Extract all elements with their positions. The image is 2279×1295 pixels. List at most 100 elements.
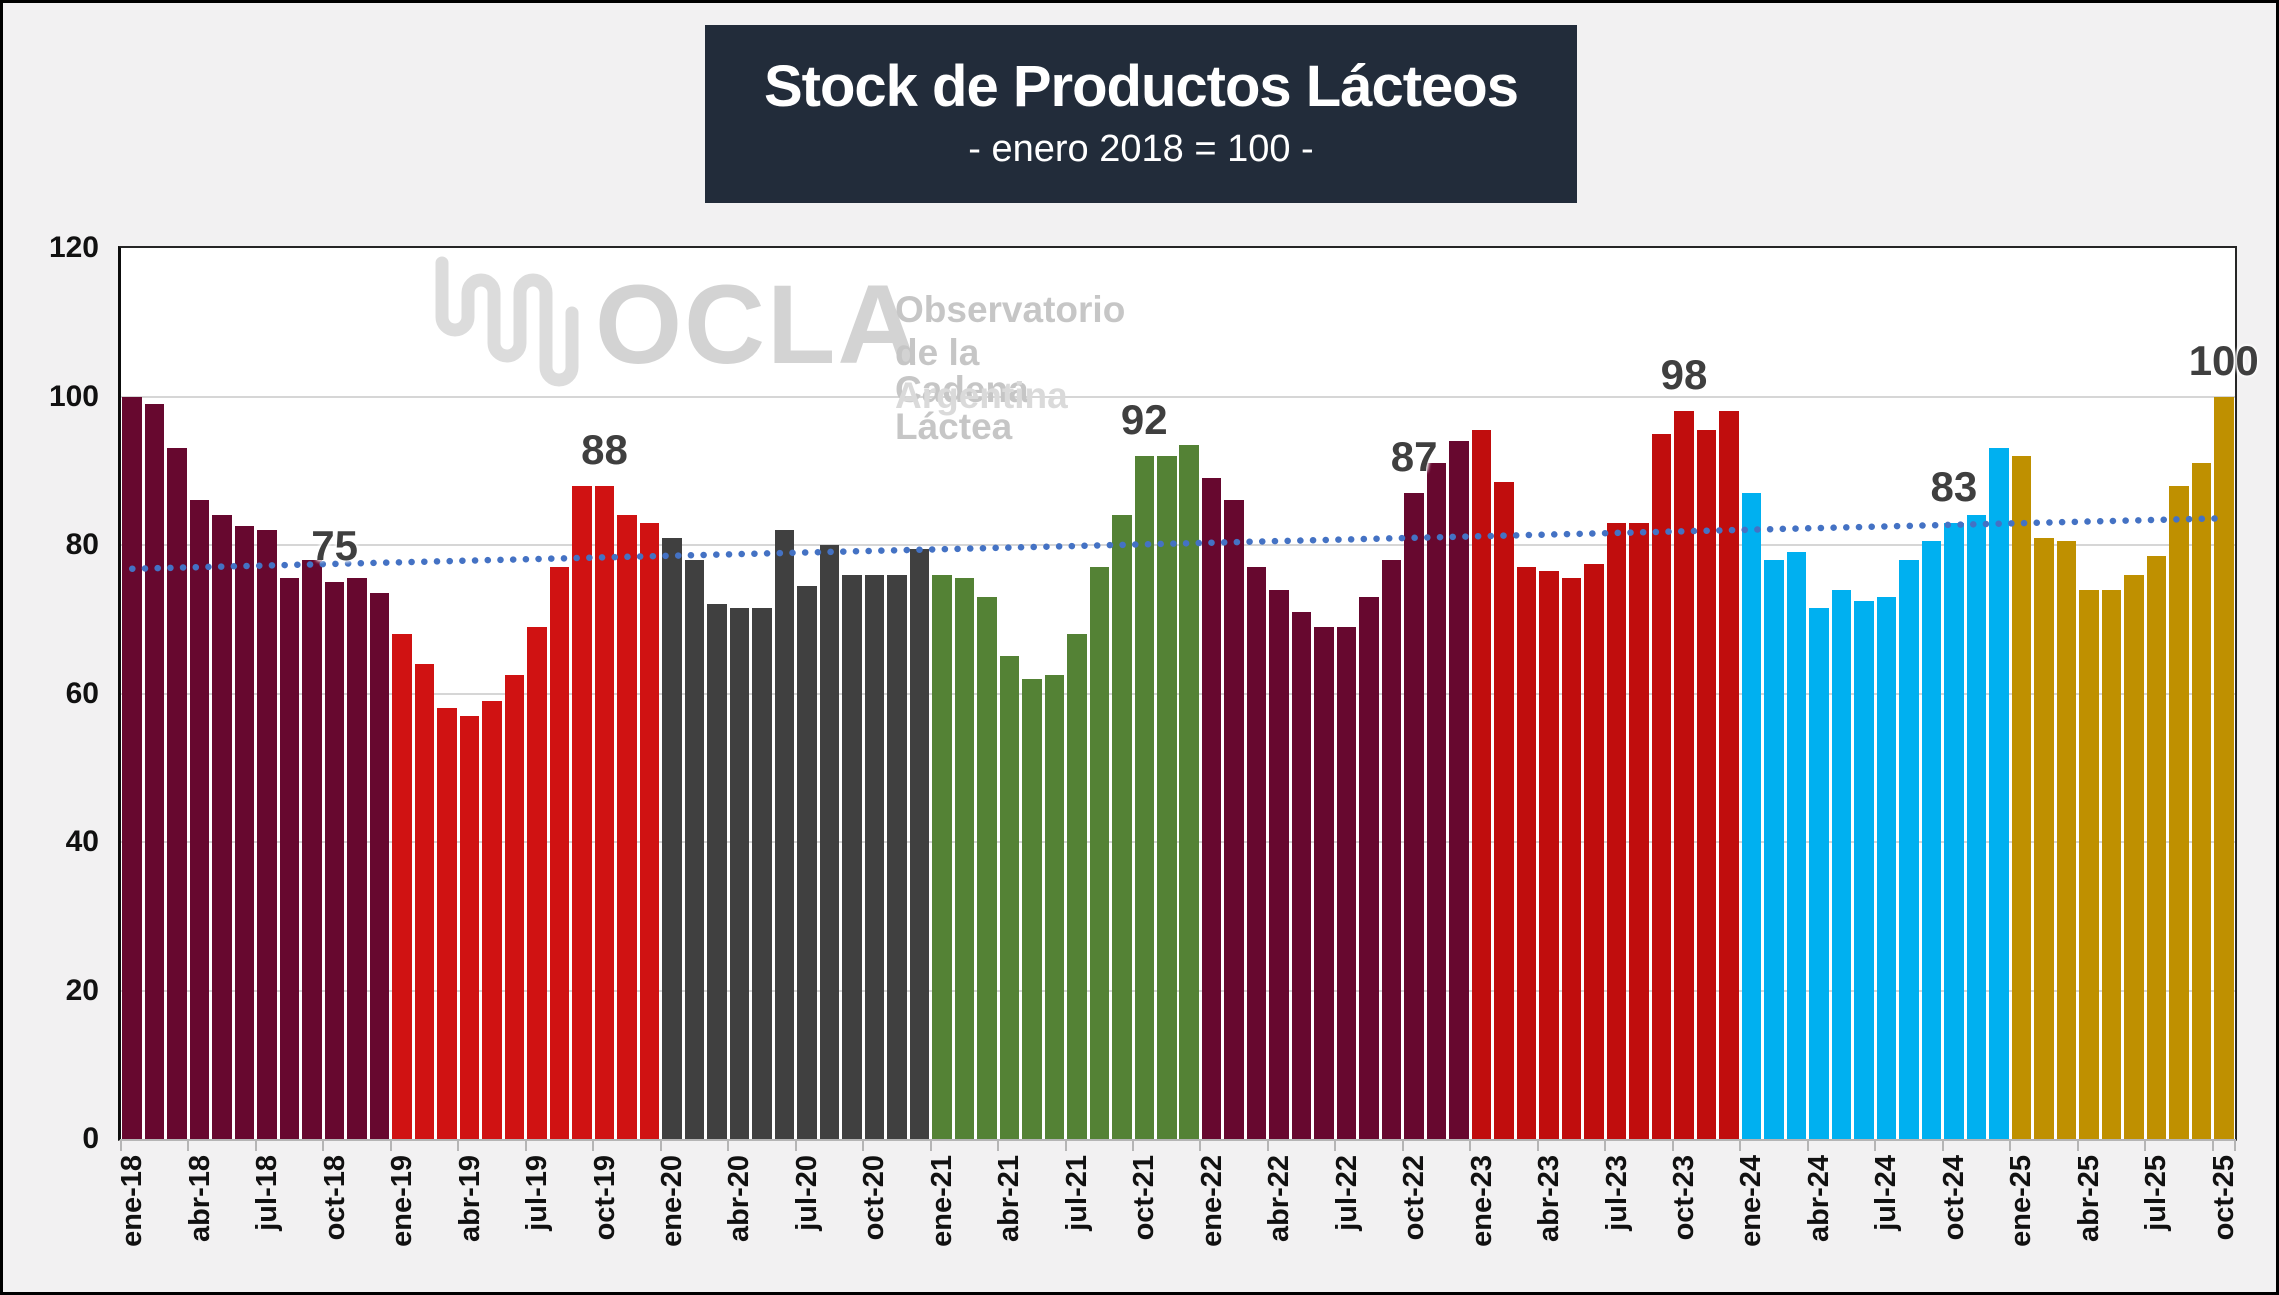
bar-mar-18 — [167, 448, 187, 1139]
x-axis-tick-9 — [727, 1139, 730, 1151]
bar-ene-24 — [1741, 493, 1762, 1139]
y-axis-label-80: 80 — [65, 528, 99, 561]
y-axis-label-100: 100 — [48, 379, 99, 413]
x-axis-label-jul-21: jul-21 — [1060, 1155, 1093, 1231]
bar-mar-21 — [977, 596, 997, 1139]
bar-ene-21 — [932, 574, 952, 1139]
y-axis-label-40: 40 — [65, 825, 99, 858]
x-axis-label-oct-19: oct-19 — [588, 1155, 621, 1241]
bar-sep-22 — [1381, 559, 1402, 1139]
bar-oct-25 — [2214, 396, 2234, 1139]
x-axis-tick-20 — [1469, 1139, 1472, 1151]
data-label-oct-22: 87 — [1390, 433, 1438, 481]
x-axis-label-abr-20: abr-20 — [723, 1155, 756, 1243]
data-label-oct-19: 88 — [581, 425, 628, 473]
bar-jul-19 — [527, 626, 547, 1139]
x-axis-label-ene-20: ene-20 — [655, 1155, 688, 1247]
bar-sep-25 — [2191, 463, 2212, 1139]
bar-feb-19 — [414, 663, 435, 1139]
bar-jun-25 — [2124, 574, 2144, 1139]
bar-feb-23 — [1494, 481, 1514, 1139]
chart-title-box: Stock de Productos Lácteos - enero 2018 … — [705, 25, 1577, 203]
bar-ago-19 — [549, 567, 570, 1139]
bar-feb-18 — [144, 403, 165, 1139]
x-axis-tick-26 — [1874, 1139, 1877, 1151]
x-axis-label-jul-23: jul-23 — [1600, 1155, 1633, 1231]
x-axis-label-oct-20: oct-20 — [858, 1155, 891, 1241]
x-axis-label-oct-25: oct-25 — [2207, 1155, 2240, 1241]
bar-sep-18 — [302, 559, 322, 1139]
bar-mar-25 — [2056, 541, 2077, 1139]
bar-nov-20 — [887, 574, 907, 1139]
x-axis-label-jul-18: jul-18 — [251, 1155, 284, 1231]
x-axis-tick-21 — [1536, 1139, 1539, 1151]
x-axis-label-jul-25: jul-25 — [2140, 1155, 2173, 1231]
bar-ene-20 — [662, 537, 682, 1139]
bar-feb-22 — [1224, 500, 1244, 1139]
x-axis-tick-19 — [1401, 1139, 1404, 1151]
x-axis-label-abr-24: abr-24 — [1802, 1155, 1835, 1243]
bar-feb-21 — [954, 578, 975, 1139]
bar-ene-19 — [392, 634, 412, 1139]
bar-mar-20 — [707, 604, 727, 1139]
gridline-60 — [121, 692, 2235, 695]
bar-sep-23 — [1651, 433, 1672, 1139]
x-axis-tick-14 — [1064, 1139, 1067, 1151]
bar-sep-19 — [572, 485, 592, 1139]
x-axis-tick-0 — [120, 1139, 122, 1151]
y-axis-label-120: 120 — [48, 231, 99, 264]
bar-ene-18 — [122, 396, 142, 1139]
bar-sep-24 — [1921, 541, 1942, 1139]
bar-oct-22 — [1404, 493, 1424, 1139]
bar-oct-20 — [864, 574, 885, 1139]
bar-mar-24 — [1786, 552, 1807, 1139]
bar-jun-21 — [1044, 674, 1065, 1139]
bar-nov-19 — [617, 515, 637, 1139]
bar-ago-20 — [819, 545, 840, 1139]
bar-ene-25 — [2011, 455, 2032, 1139]
bar-feb-20 — [684, 559, 705, 1139]
x-axis-label-ene-24: ene-24 — [1735, 1155, 1768, 1247]
gridline-20 — [121, 989, 2235, 992]
x-axis-label-oct-24: oct-24 — [1937, 1155, 1970, 1241]
x-axis-label-abr-23: abr-23 — [1533, 1155, 1566, 1243]
bar-ago-25 — [2169, 485, 2189, 1139]
bar-feb-25 — [2034, 537, 2054, 1139]
bar-nov-23 — [1696, 429, 1717, 1139]
x-axis-tick-4 — [389, 1139, 392, 1151]
bar-oct-19 — [594, 485, 615, 1139]
x-axis-tick-13 — [997, 1139, 1000, 1151]
bar-oct-23 — [1674, 411, 1694, 1139]
bar-mar-23 — [1516, 567, 1537, 1139]
data-label-oct-23: 98 — [1660, 351, 1708, 399]
bar-ene-22 — [1201, 478, 1222, 1139]
x-axis-tick-12 — [929, 1139, 932, 1151]
chart-subtitle: - enero 2018 = 100 - — [968, 127, 1314, 170]
bar-dic-23 — [1719, 411, 1739, 1139]
x-axis-tick-29 — [2076, 1139, 2079, 1151]
bar-jul-25 — [2146, 556, 2167, 1139]
y-axis-label-60: 60 — [65, 676, 99, 710]
x-axis-label-jul-19: jul-19 — [521, 1155, 554, 1231]
bar-may-23 — [1561, 578, 1582, 1139]
bar-abr-19 — [459, 715, 480, 1139]
x-axis-label-abr-21: abr-21 — [993, 1155, 1026, 1243]
gridline-80 — [121, 544, 2235, 546]
x-axis-tick-end — [2234, 1139, 2236, 1151]
x-axis-tick-22 — [1604, 1139, 1607, 1151]
bar-mar-22 — [1246, 567, 1267, 1139]
bar-may-22 — [1291, 611, 1312, 1139]
bar-jun-22 — [1314, 626, 1334, 1139]
data-label-oct-21: 92 — [1120, 395, 1168, 443]
bar-ago-21 — [1089, 567, 1110, 1139]
x-axis-label-abr-19: abr-19 — [453, 1155, 486, 1243]
bar-jul-23 — [1606, 522, 1627, 1139]
data-label-oct-25: 100 — [2188, 336, 2259, 384]
x-axis-tick-11 — [862, 1139, 865, 1151]
x-axis-tick-8 — [659, 1139, 662, 1151]
bar-nov-24 — [1966, 515, 1987, 1139]
bar-dic-24 — [1989, 448, 2009, 1139]
bar-may-20 — [752, 608, 772, 1139]
x-axis-label-jul-22: jul-22 — [1330, 1155, 1363, 1231]
